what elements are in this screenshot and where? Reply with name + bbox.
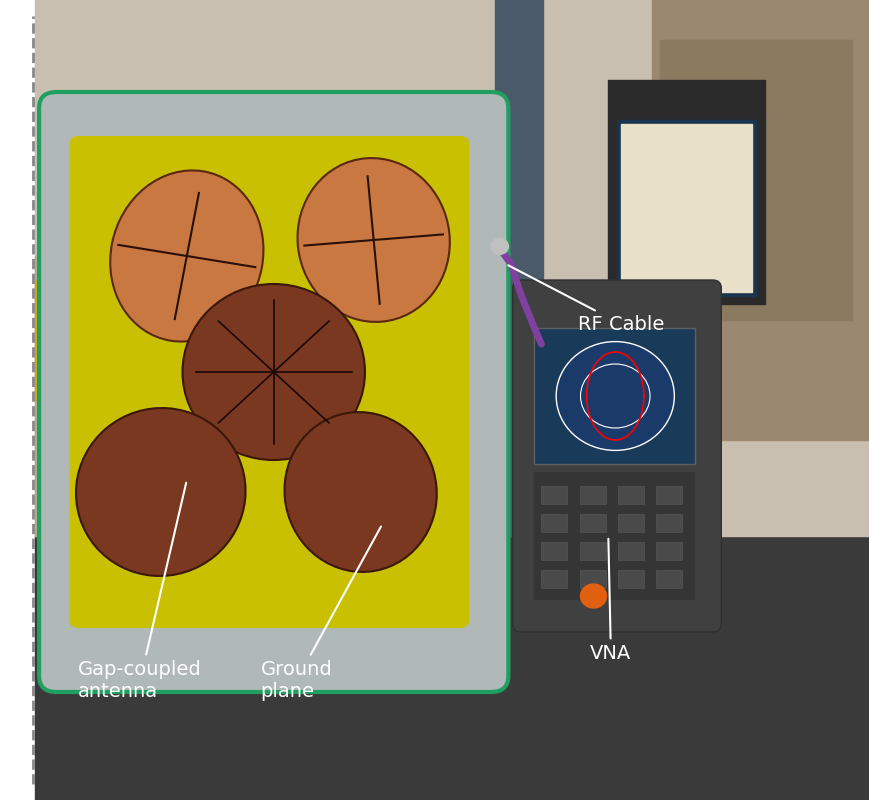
Ellipse shape <box>110 170 263 342</box>
FancyBboxPatch shape <box>70 136 469 628</box>
Bar <box>618 542 644 560</box>
Bar <box>656 514 682 532</box>
Bar <box>656 570 682 588</box>
Ellipse shape <box>284 412 437 572</box>
Bar <box>35 256 139 536</box>
Text: Gap-coupled
antenna: Gap-coupled antenna <box>78 482 202 701</box>
Bar <box>534 328 695 464</box>
Bar <box>534 472 695 600</box>
Text: RF Cable: RF Cable <box>508 266 664 334</box>
Ellipse shape <box>182 284 365 460</box>
Bar <box>618 486 644 504</box>
Bar <box>495 0 543 536</box>
Bar <box>660 40 852 320</box>
Ellipse shape <box>76 408 246 576</box>
Bar <box>656 486 682 504</box>
Circle shape <box>556 342 674 450</box>
FancyBboxPatch shape <box>39 92 508 692</box>
FancyBboxPatch shape <box>513 280 721 632</box>
Bar <box>35 0 869 536</box>
Circle shape <box>580 584 607 608</box>
Circle shape <box>491 238 508 254</box>
Bar <box>541 542 567 560</box>
Text: VNA: VNA <box>590 538 632 663</box>
Bar <box>541 570 567 588</box>
Bar <box>580 542 606 560</box>
Bar <box>608 80 765 304</box>
Bar <box>541 514 567 532</box>
Bar <box>618 514 644 532</box>
Bar <box>580 570 606 588</box>
Bar <box>656 542 682 560</box>
Bar <box>580 514 606 532</box>
Ellipse shape <box>297 158 450 322</box>
Bar <box>35 536 869 800</box>
Bar <box>621 124 752 292</box>
Bar <box>618 570 644 588</box>
Bar <box>652 0 869 440</box>
Bar <box>617 120 756 296</box>
Bar <box>541 486 567 504</box>
Bar <box>35 280 122 400</box>
Bar <box>580 486 606 504</box>
Text: Ground
plane: Ground plane <box>261 526 381 701</box>
